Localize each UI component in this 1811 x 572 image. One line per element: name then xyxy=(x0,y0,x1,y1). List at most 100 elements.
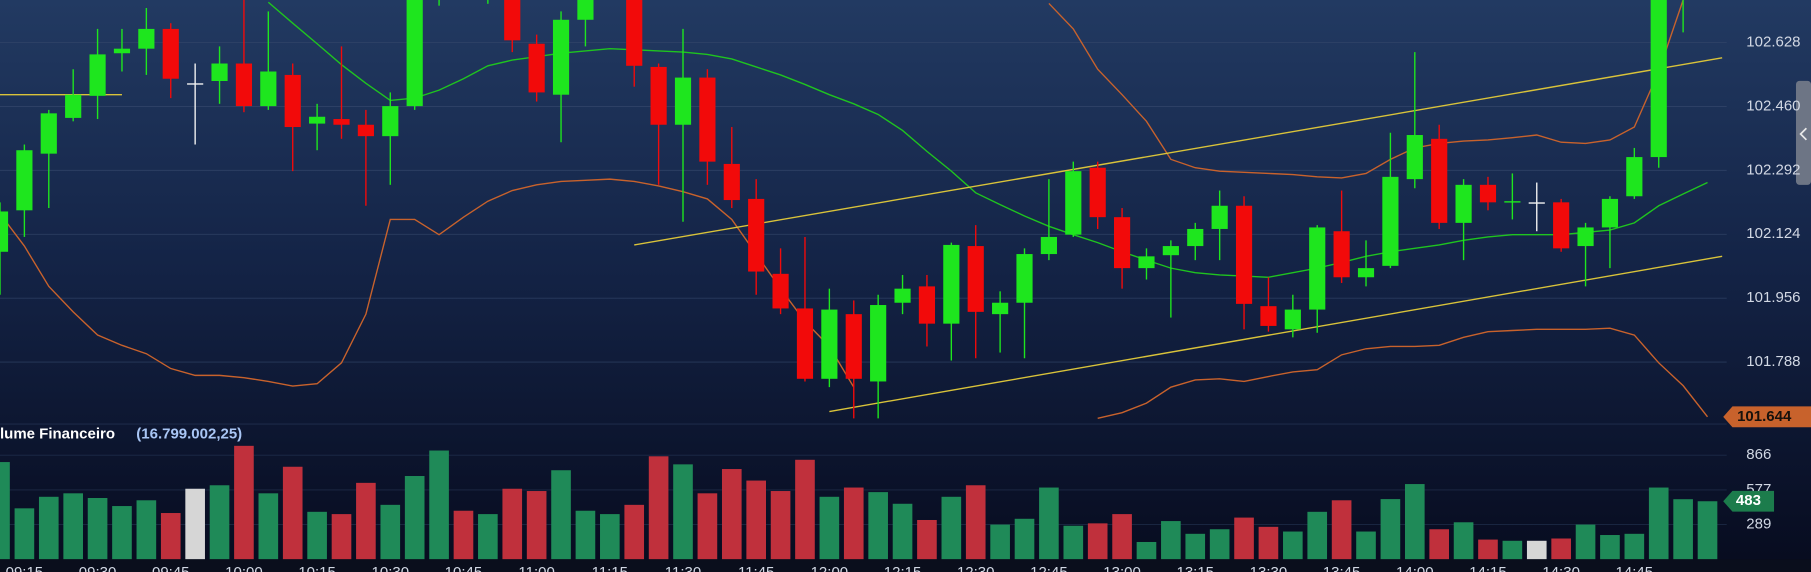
x-tick-label: 12:30 xyxy=(957,564,995,572)
volume-bar xyxy=(843,487,864,560)
overlay-line xyxy=(267,1,1708,278)
volume-bar xyxy=(453,510,474,560)
candle-body xyxy=(845,314,862,379)
volume-bar xyxy=(1648,487,1669,560)
candle-body xyxy=(723,163,740,201)
candle-body xyxy=(528,43,545,93)
candle-body xyxy=(138,28,155,49)
volume-bar xyxy=(1673,499,1693,560)
price-tag-label: 101.644 xyxy=(1737,408,1792,425)
x-tick-label: 09:45 xyxy=(152,564,190,572)
x-tick-label: 13:15 xyxy=(1176,564,1214,572)
candle-body xyxy=(309,116,326,124)
volume-bar xyxy=(282,466,303,560)
candle-body xyxy=(16,150,33,211)
volume-bar xyxy=(721,469,742,560)
volume-bar xyxy=(770,491,791,560)
overlay-line xyxy=(0,178,855,388)
labels: lume Financeiro (16.799.002,25) 102.628 1… xyxy=(0,34,1811,572)
volume-tick-label: 289 xyxy=(1746,516,1771,533)
candle-body xyxy=(1187,228,1204,247)
volume-bar xyxy=(1380,499,1401,560)
candle-body xyxy=(89,54,106,96)
y-tick-label: 102.124 xyxy=(1746,225,1800,242)
volume-bar xyxy=(819,496,840,560)
candle-body xyxy=(1065,171,1082,235)
y-tick-label: 101.788 xyxy=(1746,353,1800,370)
candle-body xyxy=(1309,227,1326,310)
candle-body xyxy=(577,0,594,20)
trendline xyxy=(829,255,1723,413)
candle-body xyxy=(260,71,277,107)
volume-bar xyxy=(1307,511,1328,560)
volume-tick-label: 866 xyxy=(1746,446,1771,463)
volume-bar xyxy=(1502,540,1523,560)
candle-body xyxy=(284,74,301,128)
x-tick-label: 14:30 xyxy=(1542,564,1580,572)
x-tick-label: 09:15 xyxy=(6,564,44,572)
volume-bar xyxy=(185,488,205,560)
volume-tag xyxy=(1723,490,1775,512)
volume-bar xyxy=(526,491,547,560)
x-tick-label: 10:30 xyxy=(372,564,410,572)
candle-body xyxy=(357,124,374,137)
volume-bar xyxy=(1624,533,1645,560)
volume-bar xyxy=(1209,529,1230,560)
candle-body xyxy=(1577,227,1594,247)
volume-bar xyxy=(1087,523,1108,560)
candle-body xyxy=(1357,268,1375,278)
candle-body xyxy=(113,48,131,54)
candle-body xyxy=(1406,135,1423,180)
volume-bar xyxy=(38,496,59,560)
volume-bar xyxy=(209,485,230,560)
candle-body xyxy=(943,244,960,324)
volume-bar xyxy=(0,462,10,560)
volume-bar xyxy=(1404,484,1425,560)
volume-bar xyxy=(1014,518,1035,560)
volume-bar xyxy=(502,488,523,560)
volume-bar xyxy=(404,476,425,560)
volume-bar xyxy=(1112,514,1132,560)
volume-bar xyxy=(307,511,327,560)
volume-bar xyxy=(1453,522,1474,560)
candle-body xyxy=(967,246,984,312)
volume-bar xyxy=(551,470,571,560)
candle-body xyxy=(674,77,692,125)
volume-bar xyxy=(356,482,376,560)
volume-bar xyxy=(1429,529,1450,560)
candle-body xyxy=(1016,254,1033,303)
volume-bar xyxy=(1575,524,1596,560)
side-panel-tab[interactable] xyxy=(1795,80,1811,185)
x-tick-label: 12:45 xyxy=(1030,564,1068,572)
candle-body xyxy=(1211,205,1228,229)
volume-bar xyxy=(1526,540,1547,560)
candle-body xyxy=(821,309,838,379)
volume-bar xyxy=(868,492,888,560)
volume-bar xyxy=(1063,525,1084,560)
x-tick-label: 14:45 xyxy=(1616,564,1654,572)
y-tick-label: 102.460 xyxy=(1746,97,1800,114)
volume-bar xyxy=(258,493,279,560)
x-tick-label: 12:15 xyxy=(884,564,922,572)
volume-bar xyxy=(673,464,693,560)
volume-title: lume Financeiro xyxy=(0,425,115,442)
x-tick-label: 10:45 xyxy=(445,564,483,572)
candle-body xyxy=(1113,217,1131,269)
volume-bar xyxy=(795,459,815,560)
volume-bar xyxy=(1551,538,1571,560)
candle-body xyxy=(1138,256,1155,269)
x-tick-label: 14:00 xyxy=(1396,564,1434,572)
x-tick-label: 12:00 xyxy=(811,564,849,572)
candle-body xyxy=(187,83,204,85)
volume-bar xyxy=(112,506,132,560)
volume-bar xyxy=(941,496,962,560)
volume-bar xyxy=(1136,541,1157,560)
candle-body xyxy=(1650,0,1667,158)
volume-bar xyxy=(1283,531,1303,560)
candle-body xyxy=(552,19,570,95)
volume-bar xyxy=(380,504,401,560)
volume-bar xyxy=(87,497,108,560)
candle-body xyxy=(1455,184,1472,223)
x-tick-label: 13:45 xyxy=(1323,564,1361,572)
side-panel-arrow[interactable] xyxy=(1799,127,1807,141)
